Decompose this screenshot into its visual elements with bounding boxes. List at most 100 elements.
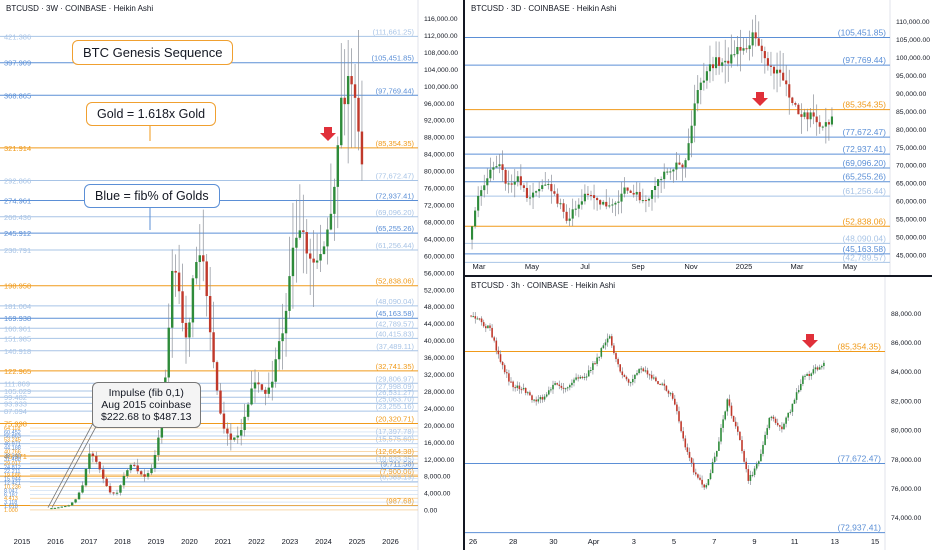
candle-body [580, 201, 583, 205]
y-tick-label: 0.00 [424, 508, 437, 515]
candle-body [675, 162, 678, 170]
candle-body [497, 350, 500, 355]
candle-body [480, 318, 483, 323]
candle-body [596, 198, 599, 201]
candle-body [789, 411, 792, 413]
candle-body [728, 399, 731, 406]
y-tick-label: 20,000.00 [424, 423, 454, 430]
fib-price-label: (9,711.58) [380, 459, 414, 468]
impulse-note-line2: Aug 2015 coinbase [101, 399, 192, 411]
candle-body [785, 80, 788, 85]
candle-body [476, 318, 479, 320]
left-chart-panel[interactable]: BTCUSD · 3W · COINBASE · Heikin Ashi 0.0… [0, 0, 463, 550]
y-tick-label: 76,000.00 [891, 486, 921, 493]
candle-body [133, 464, 136, 466]
candle-body [219, 390, 222, 414]
candle-body [598, 356, 600, 358]
candle-body [797, 390, 800, 393]
candle-body [745, 48, 748, 50]
candle-body [718, 57, 721, 66]
fib-price-label: (7,900.06) [380, 467, 415, 476]
genesis-title-box: BTC Genesis Sequence [72, 40, 234, 65]
candle-body [617, 201, 620, 203]
candle-body [181, 291, 184, 323]
panel-divider-horizontal[interactable] [465, 275, 932, 277]
x-tick-label: 2018 [114, 537, 131, 546]
fib-price-label: (85,354.35) [376, 139, 415, 148]
candle-body [495, 166, 498, 168]
candle-body [208, 296, 212, 333]
candle-body [288, 276, 291, 311]
candle-body [77, 492, 81, 500]
y-tick-label: 88,000.00 [424, 135, 454, 142]
y-tick-label: 45,000.00 [896, 252, 926, 259]
candle-body [736, 46, 739, 55]
candle-body [653, 186, 657, 191]
candle-body [755, 463, 758, 469]
candle-body [621, 371, 624, 376]
y-tick-label: 72,000.00 [424, 202, 454, 209]
fib-ratio-label-dense: 46.971 [4, 442, 21, 448]
candle-body [810, 373, 813, 377]
candle-body [803, 112, 806, 117]
candle-body [583, 193, 586, 202]
fib-ratio-label-dense: 8.047 [4, 488, 18, 494]
candle-body [507, 183, 510, 185]
sell-arrow-icon [802, 334, 818, 348]
fib-price-label: (85,354.35) [838, 341, 882, 351]
y-tick-label: 100,000.00 [896, 55, 930, 62]
fib-ratio-label: 105.029 [4, 387, 31, 396]
fib-price-label: (105,451.85) [838, 27, 886, 37]
candle-body [708, 64, 712, 72]
candle-body [143, 474, 146, 477]
candle-body [703, 484, 705, 488]
candle-body [302, 230, 305, 233]
candle-body [541, 185, 544, 189]
candle-body [174, 270, 177, 273]
y-tick-label: 4,000.00 [424, 491, 451, 498]
fib-price-label: (61,256.44) [376, 241, 415, 250]
candle-body [768, 417, 771, 429]
bottom-right-chart-panel[interactable]: BTCUSD · 3h · COINBASE · Heikin Ashi 74,… [465, 277, 932, 550]
fib-ratio-label: 111.869 [4, 379, 30, 388]
y-tick-label: 48,000.00 [424, 304, 454, 311]
fib-ratio-label: 140.918 [4, 347, 31, 356]
candle-body [701, 479, 703, 485]
bottom-right-chart-title: BTCUSD · 3h · COINBASE · Heikin Ashi [471, 281, 616, 290]
fib-ratio-label-dense: 31.488 [4, 457, 21, 463]
y-tick-label: 78,000.00 [891, 457, 921, 464]
y-tick-label: 8,000.00 [424, 474, 451, 481]
candle-body [594, 363, 596, 365]
candle-body [477, 195, 480, 211]
candle-body [88, 453, 91, 469]
y-tick-label: 75,000.00 [896, 145, 926, 152]
candle-body [167, 327, 170, 378]
candle-body [67, 505, 70, 507]
top-right-chart-panel[interactable]: BTCUSD · 3D · COINBASE · Heikin Ashi 45,… [465, 0, 932, 275]
candle-body [602, 345, 605, 349]
candle-body [575, 377, 577, 380]
fib-ratio-label-dense: 53.245 [4, 438, 21, 444]
candle-body [579, 376, 582, 379]
candle-body [599, 200, 602, 205]
candle-body [64, 506, 67, 508]
x-tick-label: Apr [588, 537, 600, 546]
candle-body [215, 362, 219, 391]
candle-body [556, 193, 559, 204]
panel-divider-vertical[interactable] [463, 0, 465, 550]
y-tick-label: 60,000.00 [424, 253, 454, 260]
candle-body [763, 51, 766, 59]
fib-price-label: (6,589.19) [380, 473, 415, 482]
candle-body [727, 60, 730, 64]
candle-body [705, 71, 708, 81]
candle-body [739, 46, 742, 51]
candle-body [702, 80, 705, 83]
candle-body [470, 315, 472, 317]
candle-body [721, 62, 724, 66]
candle-body [758, 461, 760, 464]
candle-body [474, 210, 477, 227]
candle-body [543, 396, 546, 400]
candle-body [653, 377, 655, 379]
candle-body [724, 60, 727, 63]
candle-body [821, 126, 824, 128]
